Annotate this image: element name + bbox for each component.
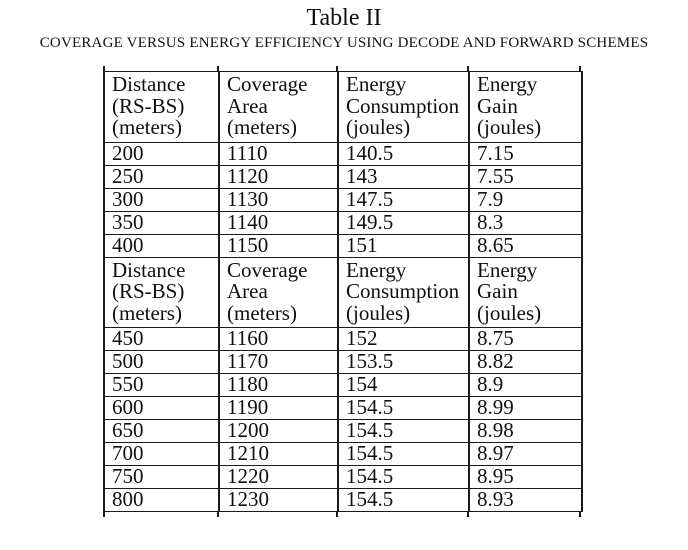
cell-coverage-area: 1170 (218, 350, 339, 374)
cell-coverage-area: 1130 (218, 187, 339, 212)
border-overshoot-tick (336, 66, 338, 71)
cell-energy-gain: 8.98 (468, 419, 583, 443)
cell-energy-consumption: 153.5 (337, 350, 470, 374)
cell-energy-consumption: 143 (337, 164, 470, 189)
data-row: 800 1230 154.5 8.93 (103, 488, 583, 512)
border-overshoot-tick (579, 66, 581, 71)
border-overshoot-tick (336, 512, 338, 517)
cell-energy-consumption: 154.5 (337, 442, 470, 466)
border-overshoot-tick (467, 512, 469, 517)
data-table: Distance (RS-BS) (meters) Coverage Area (… (103, 71, 583, 512)
border-overshoot-tick (103, 512, 105, 517)
cell-energy-gain: 8.3 (468, 210, 583, 235)
data-row: 700 1210 154.5 8.97 (103, 442, 583, 466)
cell-energy-consumption: 152 (337, 327, 470, 351)
cell-distance: 650 (103, 419, 220, 443)
cell-coverage-area: 1150 (218, 233, 339, 258)
cell-energy-gain: 8.99 (468, 396, 583, 420)
cell-energy-gain: 8.65 (468, 233, 583, 258)
cell-coverage-area: 1230 (218, 488, 339, 512)
column-header-energy-gain: Energy Gain (joules) (468, 256, 583, 328)
cell-distance: 250 (103, 164, 220, 189)
column-header-coverage-area: Coverage Area (meters) (218, 256, 339, 328)
cell-energy-gain: 7.55 (468, 164, 583, 189)
column-header-energy-consumption: Energy Consumption (joules) (337, 71, 470, 143)
data-row: 500 1170 153.5 8.82 (103, 350, 583, 374)
cell-distance: 300 (103, 187, 220, 212)
cell-energy-consumption: 154.5 (337, 465, 470, 489)
column-header-coverage-area: Coverage Area (meters) (218, 71, 339, 143)
cell-energy-consumption: 140.5 (337, 141, 470, 166)
cell-energy-gain: 8.95 (468, 465, 583, 489)
cell-distance: 400 (103, 233, 220, 258)
cell-energy-consumption: 154.5 (337, 488, 470, 512)
table-number-title: Table II (306, 5, 382, 31)
column-header-distance: Distance (RS-BS) (meters) (103, 71, 220, 143)
cell-energy-gain: 8.82 (468, 350, 583, 374)
cell-distance: 700 (103, 442, 220, 466)
data-row: 350 1140 149.5 8.3 (103, 210, 583, 235)
cell-energy-gain: 7.15 (468, 141, 583, 166)
cell-energy-consumption: 149.5 (337, 210, 470, 235)
column-header-energy-consumption: Energy Consumption (joules) (337, 256, 470, 328)
cell-energy-consumption: 154.5 (337, 419, 470, 443)
cell-energy-gain: 8.97 (468, 442, 583, 466)
column-header-energy-gain: Energy Gain (joules) (468, 71, 583, 143)
cell-distance: 600 (103, 396, 220, 420)
cell-energy-gain: 8.9 (468, 373, 583, 397)
border-overshoot-tick (217, 66, 219, 71)
border-overshoot-tick (103, 66, 105, 71)
data-row: 600 1190 154.5 8.99 (103, 396, 583, 420)
data-row: 450 1160 152 8.75 (103, 327, 583, 351)
border-overshoot-tick (579, 512, 581, 517)
cell-energy-consumption: 154.5 (337, 396, 470, 420)
header-row: Distance (RS-BS) (meters) Coverage Area (… (103, 71, 583, 143)
cell-energy-gain: 8.93 (468, 488, 583, 512)
table-body: Distance (RS-BS) (meters) Coverage Area (… (103, 71, 583, 512)
border-overshoot-tick (217, 512, 219, 517)
column-header-distance: Distance (RS-BS) (meters) (103, 256, 220, 328)
cell-coverage-area: 1190 (218, 396, 339, 420)
data-row: 550 1180 154 8.9 (103, 373, 583, 397)
cell-energy-gain: 8.75 (468, 327, 583, 351)
cell-coverage-area: 1210 (218, 442, 339, 466)
data-row: 750 1220 154.5 8.95 (103, 465, 583, 489)
data-row: 200 1110 140.5 7.15 (103, 141, 583, 166)
table-caption: COVERAGE VERSUS ENERGY EFFICIENCY USING … (39, 35, 649, 51)
cell-distance: 500 (103, 350, 220, 374)
cell-coverage-area: 1160 (218, 327, 339, 351)
border-overshoot-tick (467, 66, 469, 71)
cell-distance: 800 (103, 488, 220, 512)
cell-coverage-area: 1200 (218, 419, 339, 443)
cell-coverage-area: 1110 (218, 141, 339, 166)
cell-energy-consumption: 147.5 (337, 187, 470, 212)
data-row: 250 1120 143 7.55 (103, 164, 583, 189)
cell-energy-gain: 7.9 (468, 187, 583, 212)
data-row: 300 1130 147.5 7.9 (103, 187, 583, 212)
data-row: 650 1200 154.5 8.98 (103, 419, 583, 443)
cell-distance: 550 (103, 373, 220, 397)
cell-energy-consumption: 154 (337, 373, 470, 397)
cell-coverage-area: 1220 (218, 465, 339, 489)
cell-coverage-area: 1120 (218, 164, 339, 189)
header-row: Distance (RS-BS) (meters) Coverage Area (… (103, 256, 583, 328)
cell-coverage-area: 1140 (218, 210, 339, 235)
cell-energy-consumption: 151 (337, 233, 470, 258)
cell-distance: 350 (103, 210, 220, 235)
cell-distance: 450 (103, 327, 220, 351)
cell-distance: 750 (103, 465, 220, 489)
data-row: 400 1150 151 8.65 (103, 233, 583, 258)
cell-distance: 200 (103, 141, 220, 166)
cell-coverage-area: 1180 (218, 373, 339, 397)
table-container: Distance (RS-BS) (meters) Coverage Area (… (103, 66, 583, 517)
